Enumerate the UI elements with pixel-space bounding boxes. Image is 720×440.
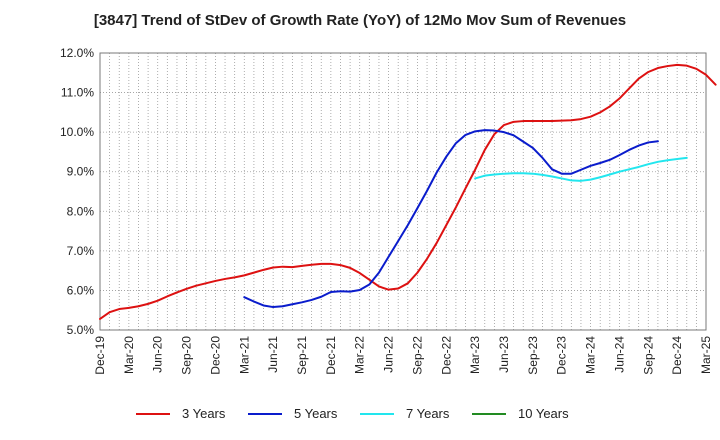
y-tick-label: 12.0% <box>60 46 94 60</box>
x-tick-label: Sep-21 <box>295 336 309 375</box>
x-tick-label: Sep-23 <box>526 336 540 375</box>
y-tick-label: 9.0% <box>67 165 95 179</box>
x-tick-label: Dec-24 <box>670 336 684 375</box>
y-tick-label: 11.0% <box>61 86 94 100</box>
y-tick-label: 7.0% <box>67 244 95 258</box>
legend-swatch <box>360 412 394 415</box>
x-tick-label: Jun-23 <box>497 336 511 373</box>
x-tick-label: Dec-20 <box>208 336 222 375</box>
x-tick-label: Mar-24 <box>584 336 598 374</box>
legend-item: 5 Years <box>248 406 360 421</box>
legend-item: 10 Years <box>472 406 584 421</box>
x-tick-label: Dec-19 <box>93 336 107 375</box>
series-line-5-years <box>243 129 659 309</box>
plot-border <box>99 52 707 331</box>
legend-swatch <box>472 412 506 415</box>
horizontal-gridlines <box>100 92 706 291</box>
x-tick-label: Mar-22 <box>353 336 367 374</box>
y-tick-label: 5.0% <box>67 323 95 337</box>
series-line-7-years <box>474 156 688 182</box>
x-tick-label: Jun-22 <box>382 336 396 373</box>
x-tick-label: Jun-20 <box>151 336 165 373</box>
x-tick-label: Sep-20 <box>180 336 194 375</box>
y-axis-labels: 5.0% 6.0% 7.0% 8.0% 9.0% 10.0% 11.0% 12.0% <box>60 46 94 337</box>
vertical-gridlines <box>109 53 697 330</box>
legend-swatch <box>248 412 282 415</box>
x-tick-label: Dec-23 <box>555 336 569 375</box>
legend: 3 Years 5 Years 7 Years 10 Years <box>0 406 720 421</box>
chart-title: [3847] Trend of StDev of Growth Rate (Yo… <box>93 12 627 29</box>
y-tick-label: 8.0% <box>67 204 95 218</box>
x-tick-label: Dec-21 <box>324 336 338 375</box>
legend-label: 7 Years <box>406 406 450 421</box>
legend-swatch <box>136 412 170 415</box>
x-tick-label: Mar-23 <box>468 336 482 374</box>
y-tick-label: 6.0% <box>67 283 95 297</box>
series-lines <box>99 63 717 320</box>
x-tick-label: Jun-21 <box>266 336 280 373</box>
x-tick-label: Mar-25 <box>699 336 713 374</box>
x-tick-label: Dec-22 <box>439 336 453 375</box>
legend-item: 7 Years <box>360 406 472 421</box>
legend-label: 3 Years <box>182 406 226 421</box>
x-tick-label: Sep-22 <box>410 336 424 375</box>
x-tick-label: Mar-20 <box>122 336 136 374</box>
legend-item: 3 Years <box>136 406 248 421</box>
y-tick-label: 10.0% <box>60 125 94 139</box>
legend-label: 5 Years <box>294 406 338 421</box>
legend-label: 10 Years <box>518 406 569 421</box>
x-axis-labels: Dec-19 Mar-20 Jun-20 Sep-20 Dec-20 Mar-21 Jun-… <box>93 336 713 375</box>
series-line-3-years <box>99 63 717 320</box>
x-tick-label: Sep-24 <box>641 336 655 375</box>
x-tick-label: Mar-21 <box>237 336 251 374</box>
x-tick-label: Jun-24 <box>612 336 626 373</box>
